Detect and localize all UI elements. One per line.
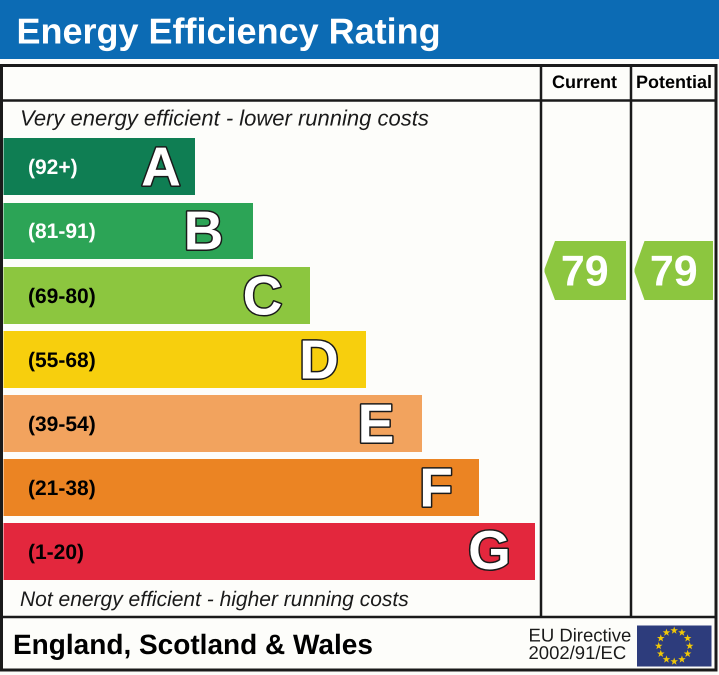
svg-text:Current: Current	[552, 72, 617, 92]
svg-text:(39-54): (39-54)	[28, 413, 96, 436]
svg-text:G: G	[468, 519, 511, 581]
svg-text:(92+): (92+)	[28, 156, 78, 179]
svg-text:F: F	[419, 456, 453, 518]
svg-text:England, Scotland & Wales: England, Scotland & Wales	[13, 629, 373, 660]
svg-text:A: A	[141, 135, 181, 197]
svg-text:EU Directive: EU Directive	[529, 625, 632, 646]
svg-text:Very energy efficient - lower: Very energy efficient - lower running co…	[20, 106, 429, 131]
svg-text:(81-91): (81-91)	[28, 220, 96, 243]
svg-text:2002/91/EC: 2002/91/EC	[529, 642, 627, 663]
svg-text:D: D	[299, 328, 339, 390]
svg-text:B: B	[184, 199, 224, 261]
svg-text:E: E	[358, 392, 395, 454]
svg-text:(55-68): (55-68)	[28, 349, 96, 372]
svg-text:(69-80): (69-80)	[28, 285, 96, 308]
svg-text:Potential: Potential	[636, 72, 712, 92]
svg-text:(1-20): (1-20)	[28, 541, 84, 564]
svg-text:C: C	[243, 264, 283, 326]
svg-text:(21-38): (21-38)	[28, 477, 96, 500]
svg-text:Energy Efficiency Rating: Energy Efficiency Rating	[17, 11, 441, 52]
svg-text:79: 79	[650, 247, 698, 295]
svg-text:79: 79	[561, 247, 609, 295]
svg-text:Not energy efficient - higher: Not energy efficient - higher running co…	[20, 588, 409, 611]
